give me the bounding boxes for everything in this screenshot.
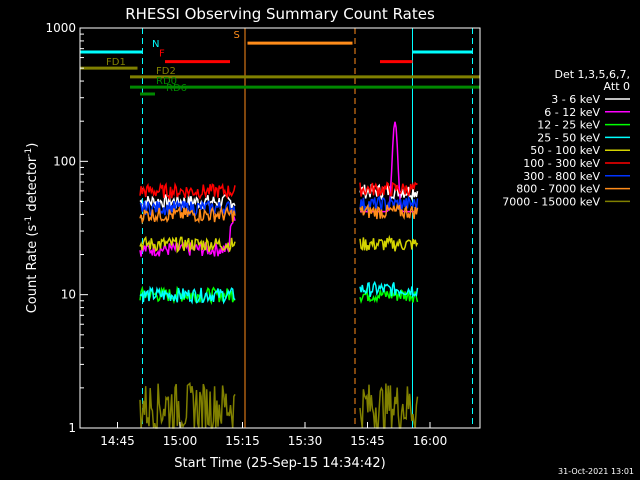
axes: 14:45 15:00 15:15 15:30 15:45 16:00 1 10 100 1000 xyxy=(45,21,447,448)
y-tick-label-1: 10 xyxy=(61,288,76,302)
y-axis-label-exponent-2: -1 xyxy=(24,148,34,157)
flag-label-s: S xyxy=(234,30,240,41)
legend-header-0: Det 1,3,5,6,7, xyxy=(554,68,630,81)
x-axis-label: Start Time (25-Sep-15 14:34:42) xyxy=(174,456,385,471)
x-tick-label-0: 14:45 xyxy=(100,434,135,448)
series-line-5-seg-0 xyxy=(139,181,236,201)
y-tick-label-3: 1000 xyxy=(45,21,76,35)
flag-label-fd1: FD1 xyxy=(106,57,126,68)
x-tick-label-3: 15:30 xyxy=(288,434,323,448)
flag-label-rd0: RD0 xyxy=(156,76,177,87)
legend-entry-1: 6 - 12 keV xyxy=(544,106,600,119)
series-line-3-seg-1 xyxy=(359,280,419,297)
y-tick-label-0: 1 xyxy=(68,421,76,435)
legend-entry-0: 3 - 6 keV xyxy=(551,93,600,106)
series-line-4-seg-0 xyxy=(139,235,236,254)
y-axis-label: Count Rate (s-1 detector-1) xyxy=(24,143,40,314)
legend-entry-4: 50 - 100 keV xyxy=(530,144,600,157)
flag-label-f: F xyxy=(159,49,165,60)
legend-entry-2: 12 - 25 keV xyxy=(537,119,600,132)
series-line-2-seg-1 xyxy=(359,286,419,304)
series-line-7-seg-0 xyxy=(139,205,236,225)
x-tick-label-2: 15:15 xyxy=(225,434,260,448)
flag-label-rd6: RD6 xyxy=(166,83,187,94)
series-line-5-seg-1 xyxy=(359,181,418,197)
flag-label-fd2: FD2 xyxy=(156,66,176,77)
legend-entry-5: 100 - 300 keV xyxy=(523,157,600,170)
y-tick-label-2: 100 xyxy=(53,154,76,168)
legend-entry-7: 800 - 7000 keV xyxy=(516,183,600,196)
x-tick-label-1: 15:00 xyxy=(163,434,198,448)
x-tick-label-5: 16:00 xyxy=(413,434,448,448)
legend-entry-3: 25 - 50 keV xyxy=(537,131,600,144)
series-line-4-seg-1 xyxy=(359,234,419,252)
footer-timestamp: 31-Oct-2021 13:01 xyxy=(558,467,634,476)
chart-title: RHESSI Observing Summary Count Rates xyxy=(125,5,435,23)
series-line-6-seg-1 xyxy=(359,195,419,212)
y-axis-label-end: ) xyxy=(25,143,40,148)
series-line-6-seg-0 xyxy=(139,199,236,217)
series-line-8-seg-1 xyxy=(359,383,419,429)
legend-entry-6: 300 - 800 keV xyxy=(523,170,600,183)
legend-entry-8: 7000 - 15000 keV xyxy=(502,195,600,208)
y-axis-label-text: Count Rate (s xyxy=(25,225,40,314)
plot-frame xyxy=(79,27,481,429)
y-axis-label-exponent: -1 xyxy=(24,216,34,225)
legend-header-1: Att 0 xyxy=(604,80,630,93)
x-tick-label-4: 15:45 xyxy=(350,434,385,448)
series-line-3-seg-0 xyxy=(139,285,236,305)
y-axis-label-mid: detector xyxy=(25,156,40,216)
flag-label-n: N xyxy=(152,39,159,50)
series-line-7-seg-1 xyxy=(359,203,419,220)
